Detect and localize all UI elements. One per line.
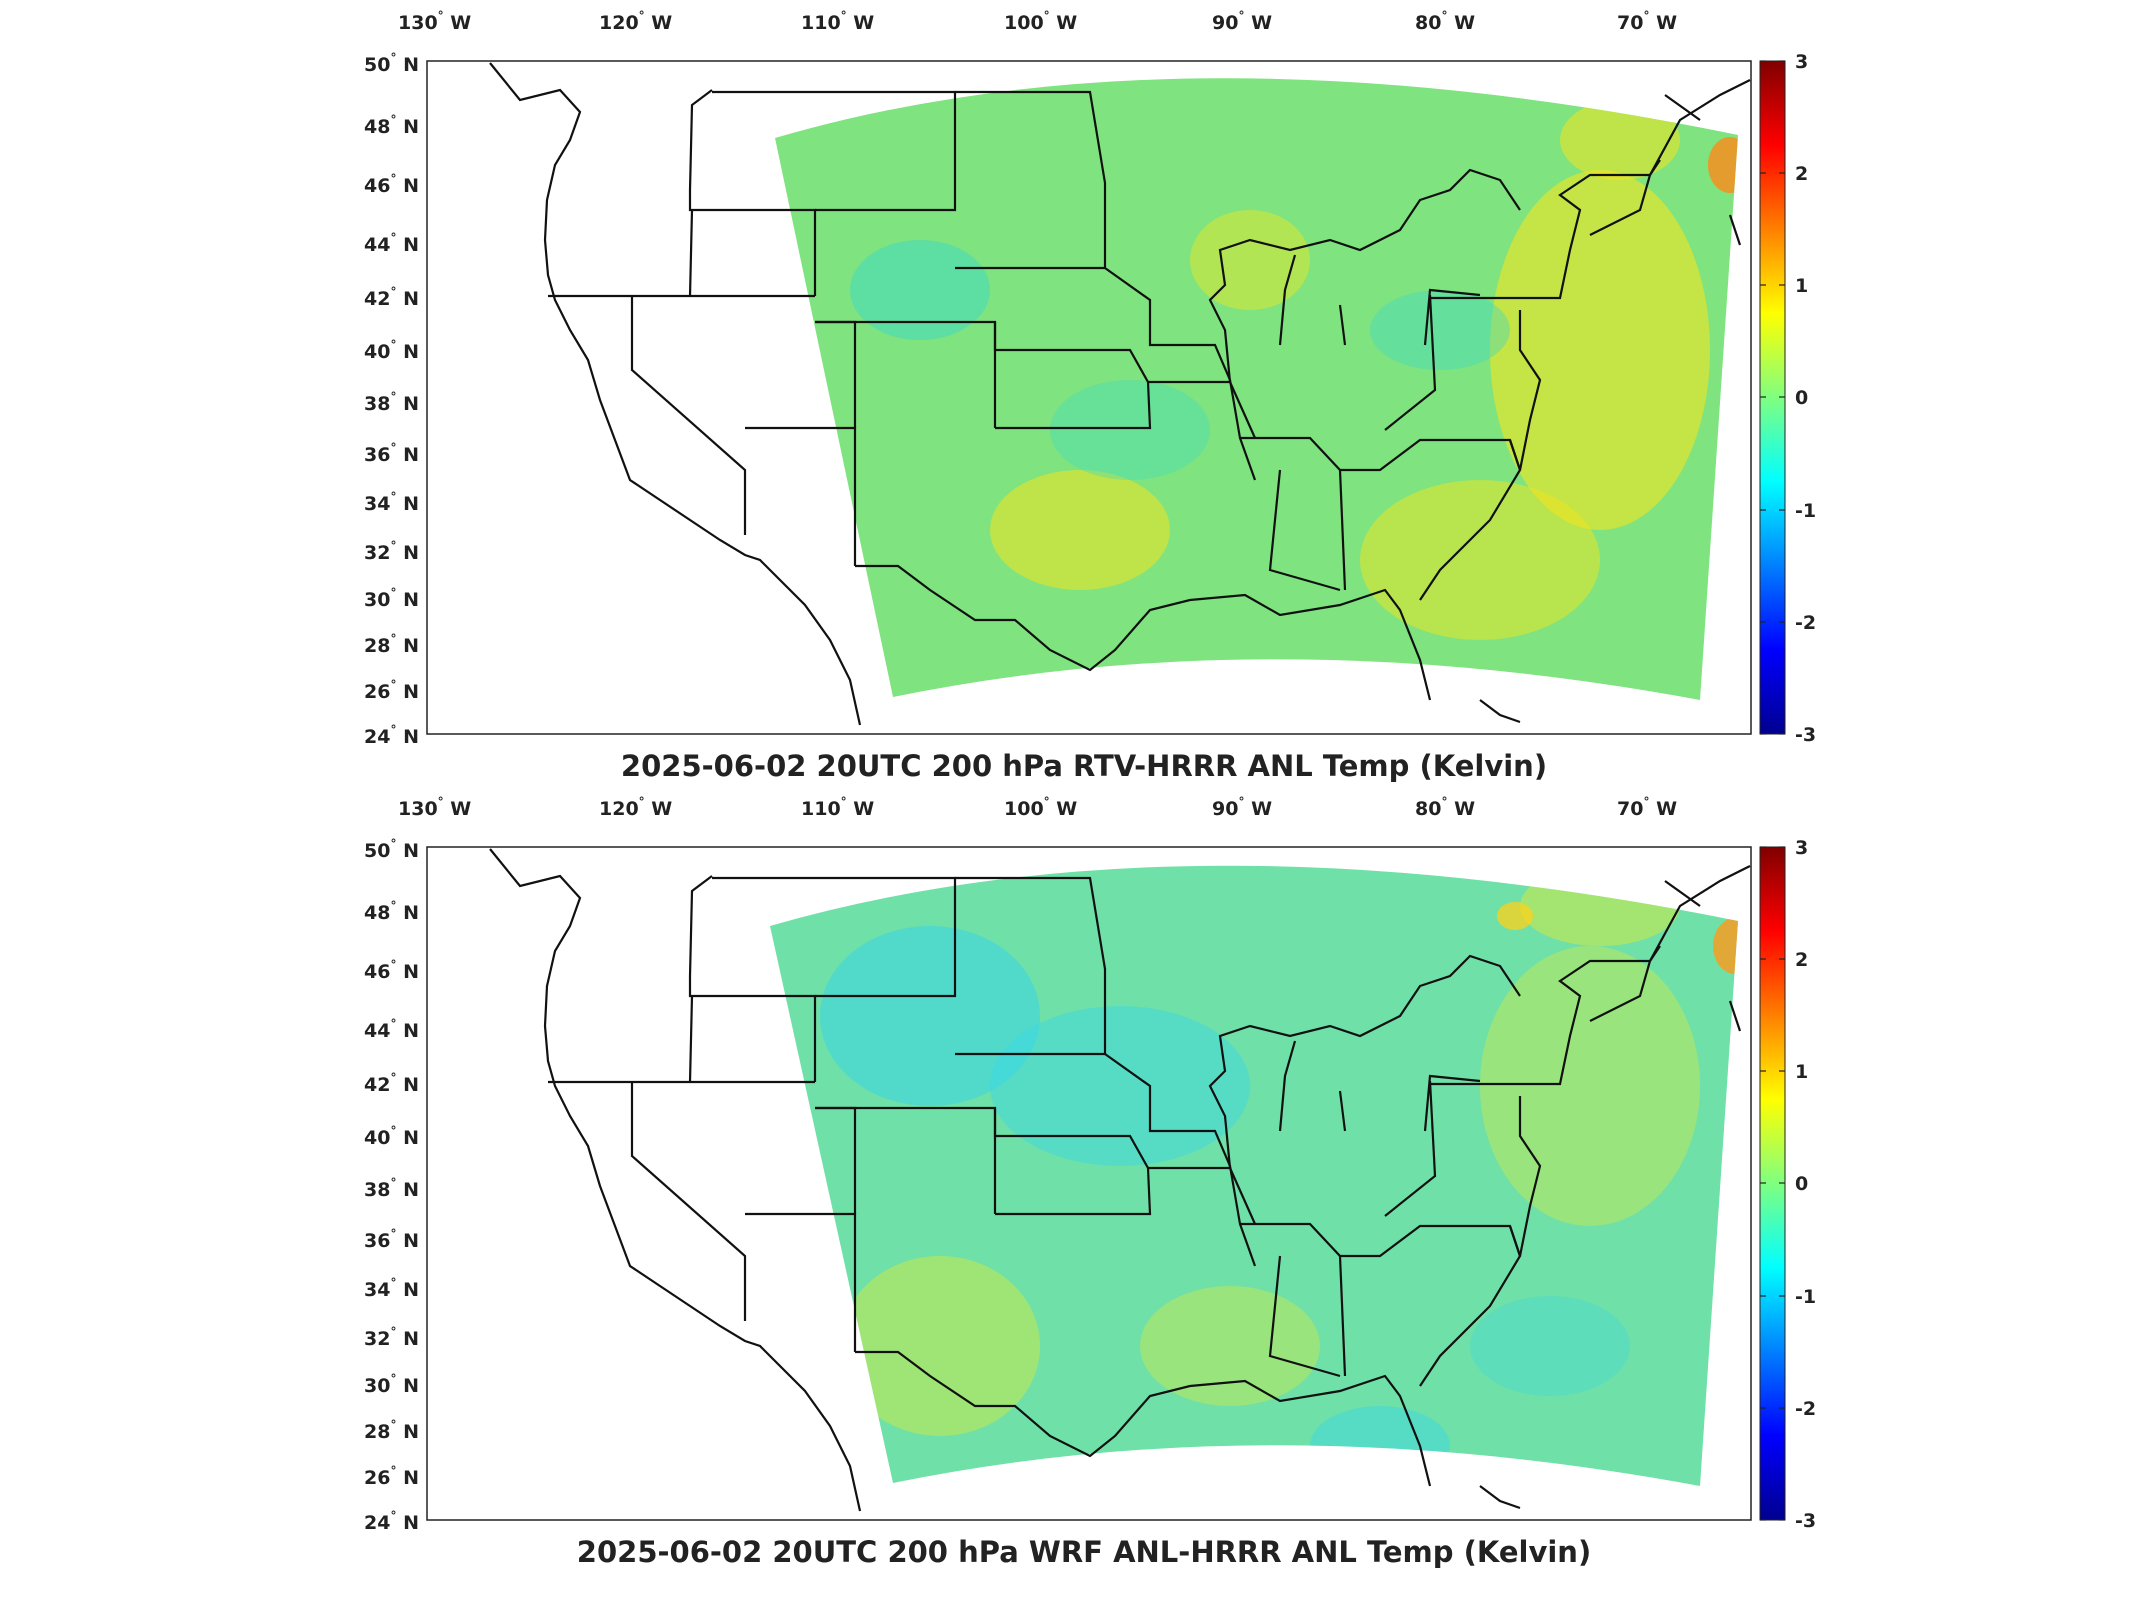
colorbar-tick: 3 [1795, 51, 1808, 73]
lat-label: 26° N [364, 678, 419, 703]
lat-label: 30° N [364, 586, 419, 611]
lat-label: 32° N [364, 539, 419, 564]
lon-label: 70° W [1617, 795, 1677, 820]
lon-label: 80° W [1415, 795, 1475, 820]
lat-label: 28° N [364, 632, 419, 657]
lon-label: 90° W [1212, 9, 1272, 34]
lon-label: 100° W [1004, 9, 1077, 34]
map-figure: 130° W 120° W 110° W 100° W 90° W 80° W … [364, 9, 1816, 783]
lat-label: 38° N [364, 1176, 419, 1201]
colorbar-tick: 0 [1795, 1173, 1808, 1195]
longitude-labels: 130° W 120° W 110° W 100° W 90° W 80° W … [398, 9, 1677, 34]
lon-label: 110° W [801, 795, 874, 820]
lat-label: 44° N [364, 231, 419, 256]
colorbar-tick: 1 [1795, 275, 1808, 297]
colorbar: 3 2 1 0 -1 -2 -3 [1759, 51, 1816, 746]
lat-label: 36° N [364, 1227, 419, 1252]
lat-label: 42° N [364, 285, 419, 310]
lat-label: 46° N [364, 172, 419, 197]
longitude-labels: 130° W 120° W 110° W 100° W 90° W 80° W … [398, 795, 1677, 820]
colorbar-tick: -1 [1795, 500, 1816, 522]
boundaries [489, 848, 1751, 1512]
colorbar-tick: 0 [1795, 387, 1808, 409]
colorbar-tick: 1 [1795, 1061, 1808, 1083]
lat-label: 34° N [364, 1276, 419, 1301]
colorbar-tick: 2 [1795, 163, 1808, 185]
lon-label: 80° W [1415, 9, 1475, 34]
lat-label: 32° N [364, 1325, 419, 1350]
map-panel-rtv: 130° W 120° W 110° W 100° W 90° W 80° W … [364, 9, 1816, 783]
lat-label: 38° N [364, 390, 419, 415]
panel-title: 2025-06-02 20UTC 200 hPa RTV-HRRR ANL Te… [621, 749, 1547, 783]
lat-label: 48° N [364, 113, 419, 138]
panel-title: 2025-06-02 20UTC 200 hPa WRF ANL-HRRR AN… [577, 1535, 1591, 1569]
lat-label: 50° N [364, 837, 419, 862]
colorbar-tick: -3 [1795, 724, 1816, 746]
lat-label: 50° N [364, 51, 419, 76]
lat-label: 42° N [364, 1071, 419, 1096]
colorbar-tick: 3 [1795, 837, 1808, 859]
colorbar: 3 2 1 0 -1 -2 -3 [1759, 837, 1816, 1532]
lat-label: 24° N [364, 1509, 419, 1534]
colorbar-tick: -2 [1795, 612, 1816, 634]
lat-label: 48° N [364, 899, 419, 924]
lon-label: 110° W [801, 9, 874, 34]
latitude-labels: 50° N 48° N 46° N 44° N 42° N 40° N 38° … [364, 837, 419, 1534]
colorbar-tick: -3 [1795, 1510, 1816, 1532]
colorbar-tick: -1 [1795, 1286, 1816, 1308]
lon-label: 120° W [599, 9, 672, 34]
colorbar-tick: -2 [1795, 1398, 1816, 1420]
lon-label: 90° W [1212, 795, 1272, 820]
boundaries [489, 62, 1751, 726]
lat-label: 30° N [364, 1372, 419, 1397]
lat-label: 24° N [364, 723, 419, 748]
lat-label: 40° N [364, 1124, 419, 1149]
map-figure: 130° W 120° W 110° W 100° W 90° W 80° W … [364, 795, 1816, 1569]
lon-label: 130° W [398, 795, 471, 820]
map-panel-wrf: 130° W 120° W 110° W 100° W 90° W 80° W … [0, 786, 2133, 1586]
latitude-labels: 50° N 48° N 46° N 44° N 42° N 40° N 38° … [364, 51, 419, 748]
lon-label: 130° W [398, 9, 471, 34]
lon-label: 70° W [1617, 9, 1677, 34]
lat-label: 36° N [364, 441, 419, 466]
lat-label: 40° N [364, 338, 419, 363]
lat-label: 28° N [364, 1418, 419, 1443]
colorbar-tick: 2 [1795, 949, 1808, 971]
lat-label: 26° N [364, 1464, 419, 1489]
lat-label: 44° N [364, 1017, 419, 1042]
lon-label: 120° W [599, 795, 672, 820]
lat-label: 34° N [364, 490, 419, 515]
lon-label: 100° W [1004, 795, 1077, 820]
lat-label: 46° N [364, 958, 419, 983]
